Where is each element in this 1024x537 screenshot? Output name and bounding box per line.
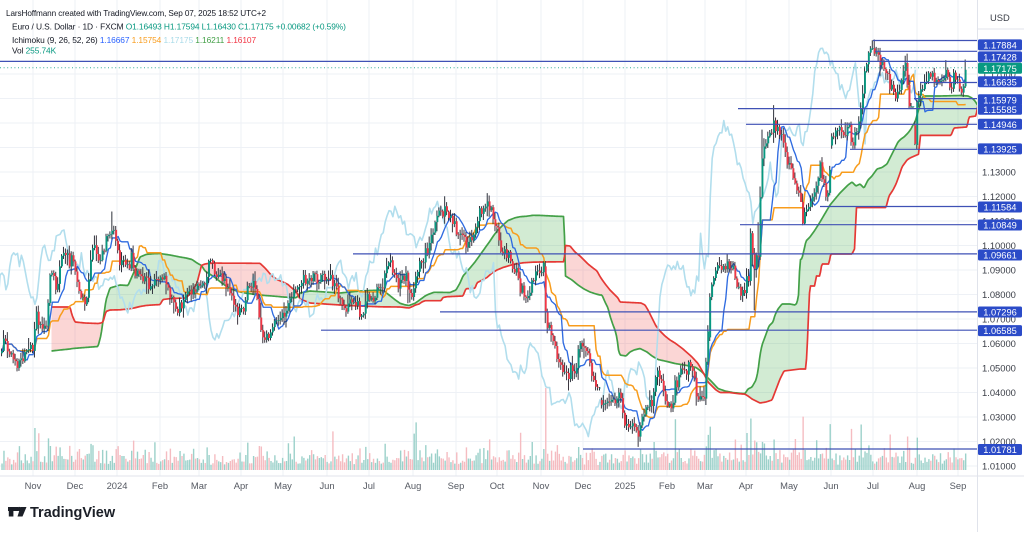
svg-text:Sep: Sep — [448, 480, 465, 491]
svg-text:1.15585: 1.15585 — [983, 105, 1017, 115]
svg-text:1.09000: 1.09000 — [982, 265, 1016, 276]
svg-text:1.11584: 1.11584 — [984, 203, 1017, 213]
svg-text:Euro / U.S. Dollar · 1D · FXCM: Euro / U.S. Dollar · 1D · FXCM O1.16493 … — [12, 21, 346, 31]
svg-text:Apr: Apr — [234, 480, 249, 491]
svg-text:1.03000: 1.03000 — [982, 412, 1016, 423]
svg-text:Aug: Aug — [909, 480, 926, 491]
svg-text:1.05000: 1.05000 — [982, 363, 1016, 374]
svg-text:Nov: Nov — [533, 480, 550, 491]
svg-text:1.06000: 1.06000 — [982, 338, 1016, 349]
svg-text:1.09661: 1.09661 — [983, 251, 1017, 261]
svg-text:1.17884: 1.17884 — [983, 41, 1017, 51]
svg-text:LarsHoffmann created with Trad: LarsHoffmann created with TradingView.co… — [6, 9, 266, 18]
svg-text:May: May — [274, 480, 292, 491]
svg-text:Mar: Mar — [697, 480, 713, 491]
svg-text:1.17428: 1.17428 — [983, 53, 1017, 63]
svg-text:Jun: Jun — [319, 480, 334, 491]
svg-text:2025: 2025 — [615, 480, 636, 491]
svg-text:1.07296: 1.07296 — [983, 308, 1017, 318]
svg-text:TradingView: TradingView — [30, 505, 116, 521]
svg-text:Jul: Jul — [363, 480, 375, 491]
svg-text:1.13925: 1.13925 — [983, 145, 1017, 155]
svg-text:1.16635: 1.16635 — [983, 77, 1017, 87]
svg-text:Vol 255.74K: Vol 255.74K — [12, 45, 57, 55]
svg-text:Apr: Apr — [739, 480, 754, 491]
svg-text:1.17175: 1.17175 — [983, 64, 1017, 74]
svg-text:1.10000: 1.10000 — [982, 240, 1016, 251]
svg-text:1.01781: 1.01781 — [983, 445, 1017, 455]
svg-text:Nov: Nov — [25, 480, 42, 491]
svg-text:1.06585: 1.06585 — [983, 326, 1017, 336]
svg-text:Mar: Mar — [191, 480, 207, 491]
svg-text:1.04000: 1.04000 — [982, 387, 1016, 398]
svg-text:USD: USD — [990, 12, 1010, 23]
svg-text:Dec: Dec — [67, 480, 84, 491]
svg-text:1.01000: 1.01000 — [982, 461, 1016, 472]
svg-text:Feb: Feb — [659, 480, 675, 491]
svg-text:Dec: Dec — [575, 480, 592, 491]
svg-text:May: May — [780, 480, 798, 491]
svg-text:1.14946: 1.14946 — [983, 120, 1017, 130]
svg-text:Feb: Feb — [152, 480, 168, 491]
svg-text:Sep: Sep — [950, 480, 967, 491]
svg-text:1.13000: 1.13000 — [982, 167, 1016, 178]
svg-text:Aug: Aug — [405, 480, 422, 491]
svg-text:Jun: Jun — [823, 480, 838, 491]
svg-text:Oct: Oct — [490, 480, 505, 491]
svg-text:1.08000: 1.08000 — [982, 289, 1016, 300]
svg-text:1.10849: 1.10849 — [983, 221, 1017, 231]
svg-text:Jul: Jul — [867, 480, 879, 491]
svg-text:1.12000: 1.12000 — [982, 191, 1016, 202]
svg-text:2024: 2024 — [107, 480, 128, 491]
svg-text:Ichimoku (9, 26, 52, 26) 1.166: Ichimoku (9, 26, 52, 26) 1.16667 1.15754… — [12, 35, 256, 45]
